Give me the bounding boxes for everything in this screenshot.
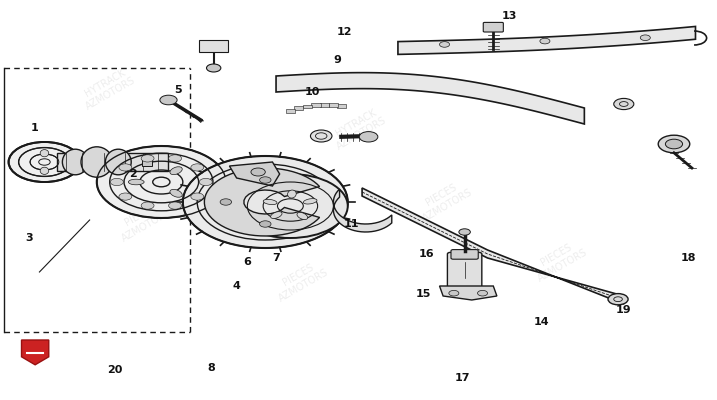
Text: 14: 14 [533, 317, 549, 327]
Polygon shape [276, 73, 584, 124]
Circle shape [110, 178, 123, 186]
Polygon shape [229, 162, 280, 186]
Circle shape [359, 132, 378, 142]
Ellipse shape [270, 212, 282, 218]
Ellipse shape [40, 167, 49, 174]
Text: 7: 7 [272, 253, 280, 263]
Bar [199, 40, 228, 52]
Bar [286, 109, 295, 113]
Ellipse shape [263, 199, 277, 205]
Text: 17: 17 [455, 373, 470, 383]
Bar [311, 103, 320, 107]
Text: HYTRACK
AZMOTORS: HYTRACK AZMOTORS [329, 105, 388, 151]
FancyBboxPatch shape [483, 22, 503, 32]
Ellipse shape [40, 150, 49, 157]
Circle shape [119, 193, 132, 200]
Text: PIECES
AZMOTORS: PIECES AZMOTORS [415, 177, 474, 223]
Circle shape [206, 64, 221, 72]
Text: 11: 11 [343, 219, 359, 229]
FancyBboxPatch shape [451, 250, 478, 259]
Ellipse shape [128, 179, 144, 185]
Circle shape [614, 98, 634, 110]
Text: 1: 1 [31, 123, 38, 133]
Circle shape [459, 229, 470, 235]
Bar [142, 158, 152, 166]
Text: PIECES
AZMOTORS: PIECES AZMOTORS [272, 257, 331, 303]
Ellipse shape [170, 167, 182, 174]
Text: 10: 10 [304, 87, 320, 97]
Text: 19: 19 [616, 305, 632, 315]
Text: 15: 15 [415, 289, 431, 299]
Circle shape [658, 135, 690, 153]
Text: PIECES
AZMOTORS: PIECES AZMOTORS [114, 197, 173, 243]
Circle shape [608, 294, 628, 305]
Circle shape [251, 168, 265, 176]
Text: PIECES
AZMOTORS: PIECES AZMOTORS [530, 237, 589, 283]
Text: 20: 20 [107, 365, 123, 375]
Circle shape [141, 202, 154, 209]
Text: 8: 8 [208, 363, 215, 373]
FancyBboxPatch shape [447, 252, 482, 288]
Bar [337, 104, 346, 108]
Text: 16: 16 [419, 249, 435, 259]
Circle shape [260, 221, 271, 227]
Polygon shape [398, 26, 695, 54]
Text: 4: 4 [233, 281, 240, 291]
Ellipse shape [170, 190, 182, 197]
Circle shape [640, 35, 650, 40]
Circle shape [220, 199, 232, 205]
Text: 13: 13 [501, 11, 517, 21]
Text: HYTRACK
AZMOTORS: HYTRACK AZMOTORS [78, 65, 137, 111]
Text: 9: 9 [333, 55, 341, 65]
Circle shape [665, 139, 683, 149]
Ellipse shape [297, 212, 308, 220]
Circle shape [440, 42, 450, 47]
Circle shape [540, 38, 550, 44]
Circle shape [168, 202, 181, 209]
Ellipse shape [62, 149, 88, 175]
Ellipse shape [303, 199, 317, 204]
Polygon shape [22, 340, 49, 365]
Bar [320, 103, 329, 106]
Circle shape [183, 156, 348, 248]
Ellipse shape [105, 149, 131, 175]
Circle shape [260, 177, 271, 183]
Polygon shape [333, 189, 391, 232]
Ellipse shape [81, 147, 113, 177]
Bar [294, 106, 303, 110]
Circle shape [9, 142, 80, 182]
Text: 3: 3 [25, 233, 32, 243]
Circle shape [97, 146, 226, 218]
Text: 2: 2 [129, 169, 136, 179]
Bar [328, 103, 338, 107]
Text: 18: 18 [680, 253, 696, 263]
Bar [303, 104, 312, 108]
Circle shape [141, 155, 154, 162]
Circle shape [310, 130, 332, 142]
Text: 6: 6 [244, 257, 251, 267]
Circle shape [233, 174, 348, 238]
Polygon shape [57, 153, 168, 171]
Circle shape [191, 164, 204, 171]
Circle shape [160, 95, 177, 105]
Circle shape [168, 155, 181, 162]
Circle shape [119, 164, 132, 171]
Circle shape [449, 290, 459, 296]
Polygon shape [204, 168, 320, 236]
Polygon shape [362, 188, 624, 304]
Circle shape [199, 178, 212, 186]
Text: 12: 12 [336, 27, 352, 37]
Text: 5: 5 [174, 85, 181, 95]
Circle shape [478, 290, 488, 296]
Ellipse shape [288, 190, 296, 198]
Circle shape [191, 193, 204, 200]
Polygon shape [440, 286, 497, 300]
